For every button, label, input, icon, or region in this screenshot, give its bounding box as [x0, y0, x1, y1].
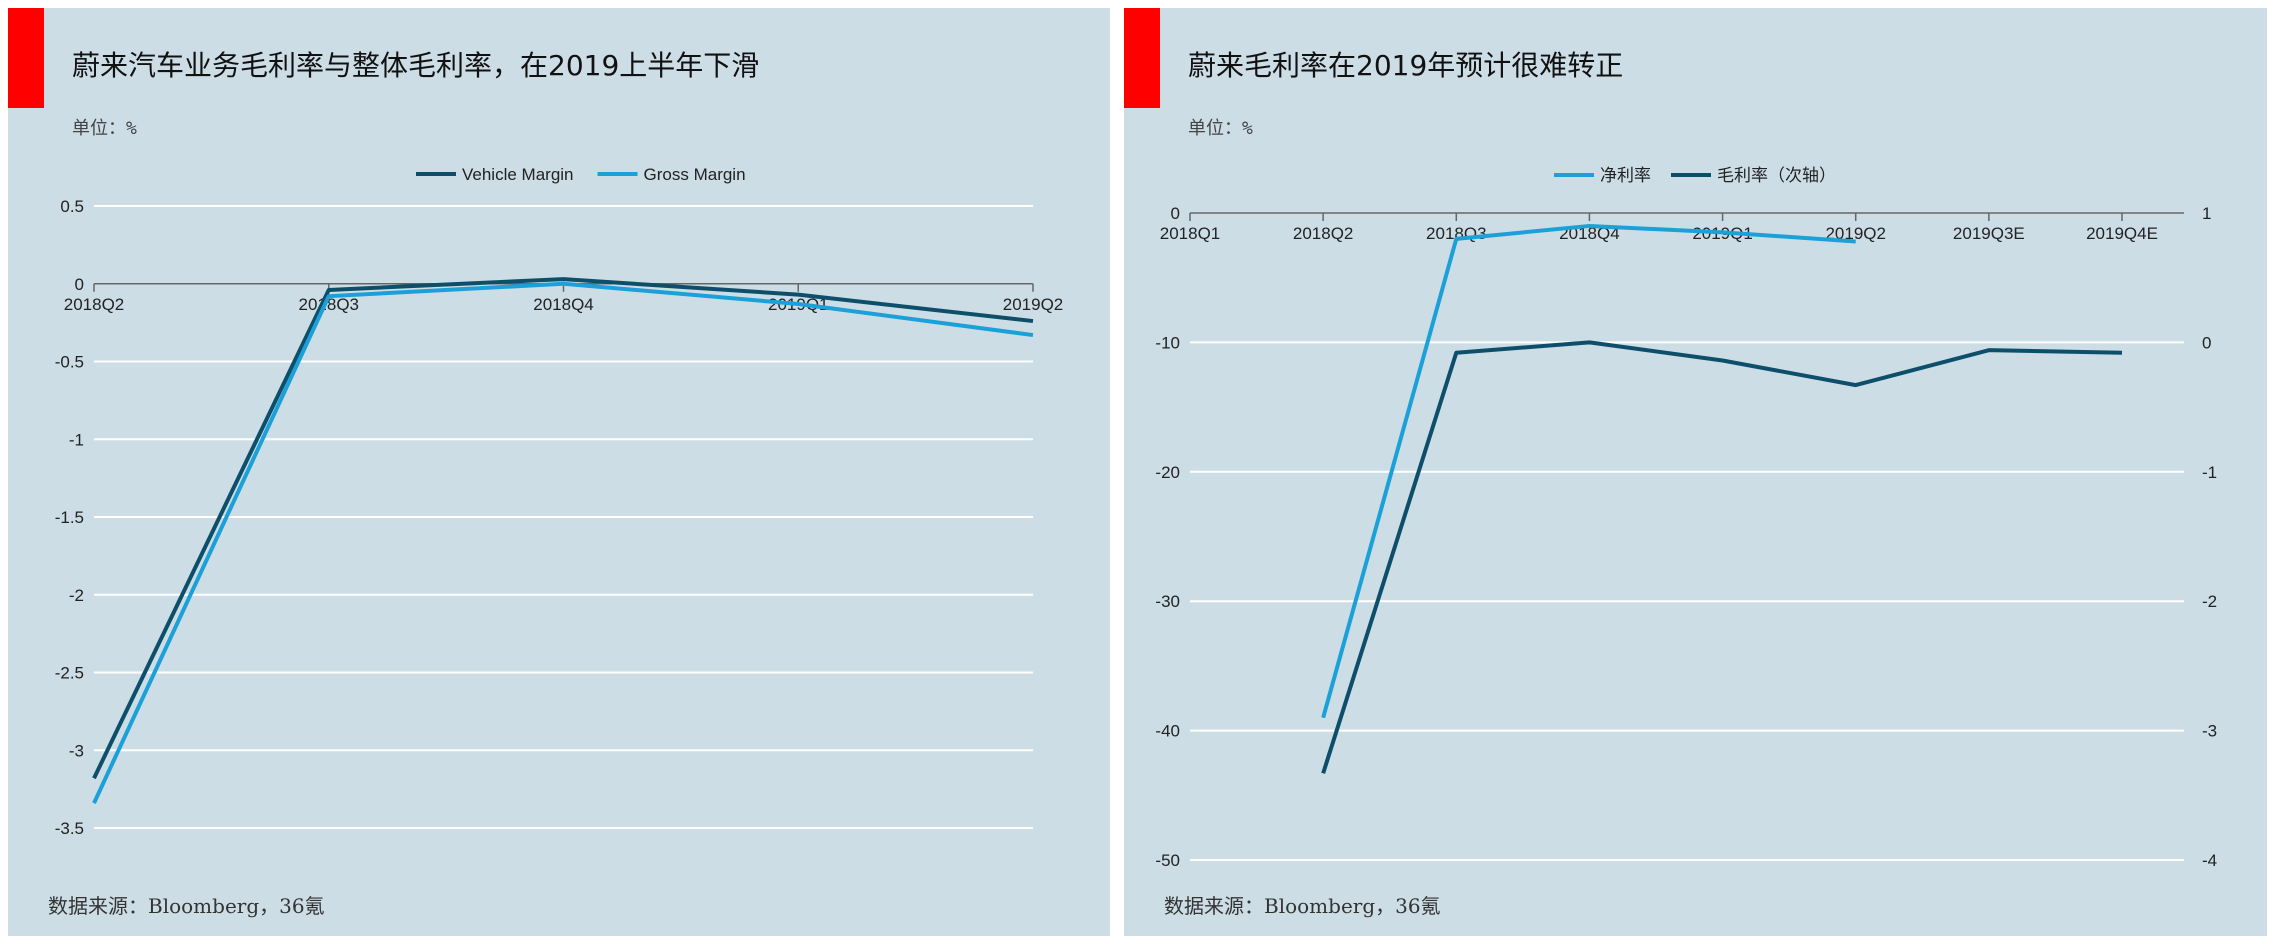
- y-tick-label: 0.5: [60, 197, 84, 216]
- y-tick-label: -2.5: [55, 664, 84, 683]
- margin-line-chart: 0.5 0 -0.5 -1 -1.5 -2 -2.5 -3 -3.5 2018Q2 2018Q3 20…: [55, 165, 1064, 838]
- unit-label: 单位：%: [1188, 118, 1253, 139]
- y-right-tick-label: 1: [2202, 204, 2211, 223]
- unit-label: 单位：%: [72, 118, 137, 139]
- y-left-tick-label: -40: [1155, 722, 1180, 741]
- series-line-1: [92, 281, 1034, 804]
- y-tick-label: -3: [69, 741, 84, 760]
- y-tick-label: -3.5: [55, 819, 84, 838]
- x-tick-label: 2019Q4E: [2086, 224, 2158, 243]
- x-tick-label: 2019Q3E: [1953, 224, 2025, 243]
- x-tick-label: 2019Q2: [1825, 224, 1886, 243]
- series-line-1: [1321, 340, 2123, 774]
- legend-label: Vehicle Margin: [462, 165, 574, 184]
- y-left-tick-label: 0: [1171, 204, 1180, 223]
- y-right-tick-label: 0: [2202, 333, 2211, 352]
- x-tick-label: 2018Q4: [533, 295, 594, 314]
- y-right-tick-label: -3: [2202, 722, 2217, 741]
- title-accent-bar: [1124, 8, 1160, 108]
- x-tick-label: 2018Q1: [1160, 224, 1221, 243]
- series-line-0: [92, 277, 1034, 780]
- y-right-tick-label: -1: [2202, 463, 2217, 482]
- source-note: 数据来源：Bloomberg，36氪: [1164, 894, 1441, 918]
- legend-label: Gross Margin: [644, 165, 746, 184]
- x-tick-label: 2018Q2: [1293, 224, 1354, 243]
- y-tick-label: 0: [75, 275, 84, 294]
- legend-label: 毛利率（次轴）: [1717, 166, 1836, 185]
- x-tick-label: 2018Q2: [64, 295, 125, 314]
- legend-label: 净利率: [1600, 166, 1651, 185]
- y-tick-label: -0.5: [55, 353, 84, 372]
- y-left-tick-label: -10: [1155, 333, 1180, 352]
- y-right-tick-label: -4: [2202, 851, 2217, 870]
- dual-axis-line-chart: 0 -10 -20 -30 -40 -50 1 0 -1 -2 -3 -4 2018Q1 2018Q2 20…: [1155, 166, 2217, 870]
- left-chart-panel: 蔚来汽车业务毛利率与整体毛利率，在2019上半年下滑 单位：% 0.5 0 -0.5…: [8, 8, 1110, 936]
- y-right-tick-label: -2: [2202, 592, 2217, 611]
- chart-title: 蔚来汽车业务毛利率与整体毛利率，在2019上半年下滑: [72, 49, 760, 82]
- y-left-tick-label: -50: [1155, 851, 1180, 870]
- chart-title: 蔚来毛利率在2019年预计很难转正: [1188, 49, 1624, 82]
- series-line-0: [1321, 223, 1856, 719]
- y-tick-label: -1: [69, 430, 84, 449]
- y-left-tick-label: -30: [1155, 592, 1180, 611]
- right-chart-panel: 蔚来毛利率在2019年预计很难转正 单位：% 0 -10 -20 -30 -40 -50 1…: [1124, 8, 2267, 936]
- y-left-tick-label: -20: [1155, 463, 1180, 482]
- source-note: 数据来源：Bloomberg，36氪: [48, 894, 325, 918]
- y-tick-label: -1.5: [55, 508, 84, 527]
- title-accent-bar: [8, 8, 44, 108]
- x-tick-label: 2019Q2: [1003, 295, 1064, 314]
- x-tick-label: 2018Q3: [299, 295, 360, 314]
- y-tick-label: -2: [69, 586, 84, 605]
